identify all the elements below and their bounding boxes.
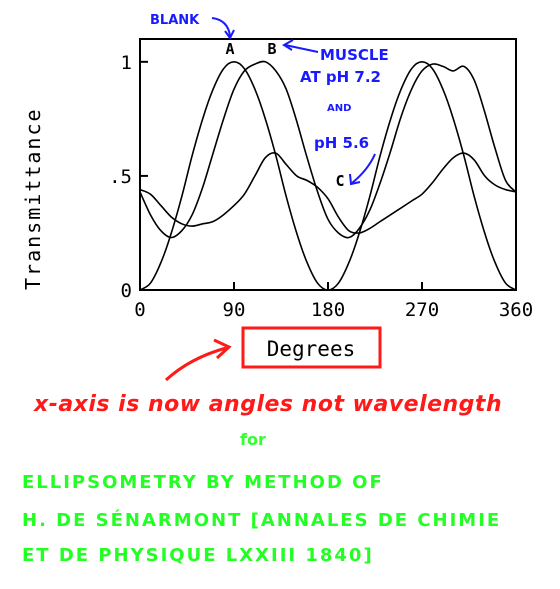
caption-red: x-axis is now angles not wavelength: [34, 392, 503, 417]
caption-green-line-1: ELLIPSOMETRY BY METHOD OF: [22, 472, 384, 493]
curve-label-b: B: [267, 40, 276, 58]
ph-arrow-head: [349, 173, 361, 186]
curve-b-line: [139, 60, 517, 239]
curve-label-a: A: [225, 40, 234, 58]
red-arrow-head: [213, 338, 232, 360]
y-tick-label: 0: [121, 280, 132, 302]
curve-label-c: C: [335, 172, 344, 190]
ph-arrow: [351, 153, 376, 184]
annotation-blank: BLANK: [150, 13, 200, 28]
annotation-ph56: pH 5.6: [314, 134, 369, 152]
annotation-and: AND: [327, 103, 351, 114]
muscle-arrow: [284, 44, 319, 53]
y-tick-label: .5: [109, 166, 132, 188]
annotation-ph72: AT pH 7.2: [300, 68, 381, 86]
x-axis-label: Degrees: [267, 337, 356, 361]
x-tick-label: 0: [134, 299, 145, 321]
annotation-muscle: MUSCLE: [320, 46, 389, 64]
y-tick-label: 1: [121, 52, 132, 74]
curve-c-line: [139, 151, 517, 234]
caption-for: for: [240, 430, 266, 449]
xlabel-box: [241, 326, 382, 369]
caption-green-line-2: H. DE SÉNARMONT [ANNALES DE CHIMIE: [22, 510, 502, 531]
muscle-arrow-head: [282, 39, 294, 51]
red-arrow: [164, 346, 227, 382]
x-tick-label: 90: [223, 299, 246, 321]
curves: [139, 60, 517, 291]
x-tick-label: 360: [499, 299, 533, 321]
curve-a-line: [139, 60, 517, 291]
axis-ticks: 0 90 180 270 360 0 .5 1: [109, 52, 533, 321]
blank-arrow-head: [224, 29, 235, 40]
x-tick-label: 180: [311, 299, 345, 321]
caption-green-line-3: ET DE PHYSIQUE LXXIII 1840]: [22, 545, 374, 566]
x-tick-label: 270: [405, 299, 439, 321]
blank-arrow: [211, 17, 231, 37]
y-axis-label: Transmittance: [21, 107, 45, 290]
